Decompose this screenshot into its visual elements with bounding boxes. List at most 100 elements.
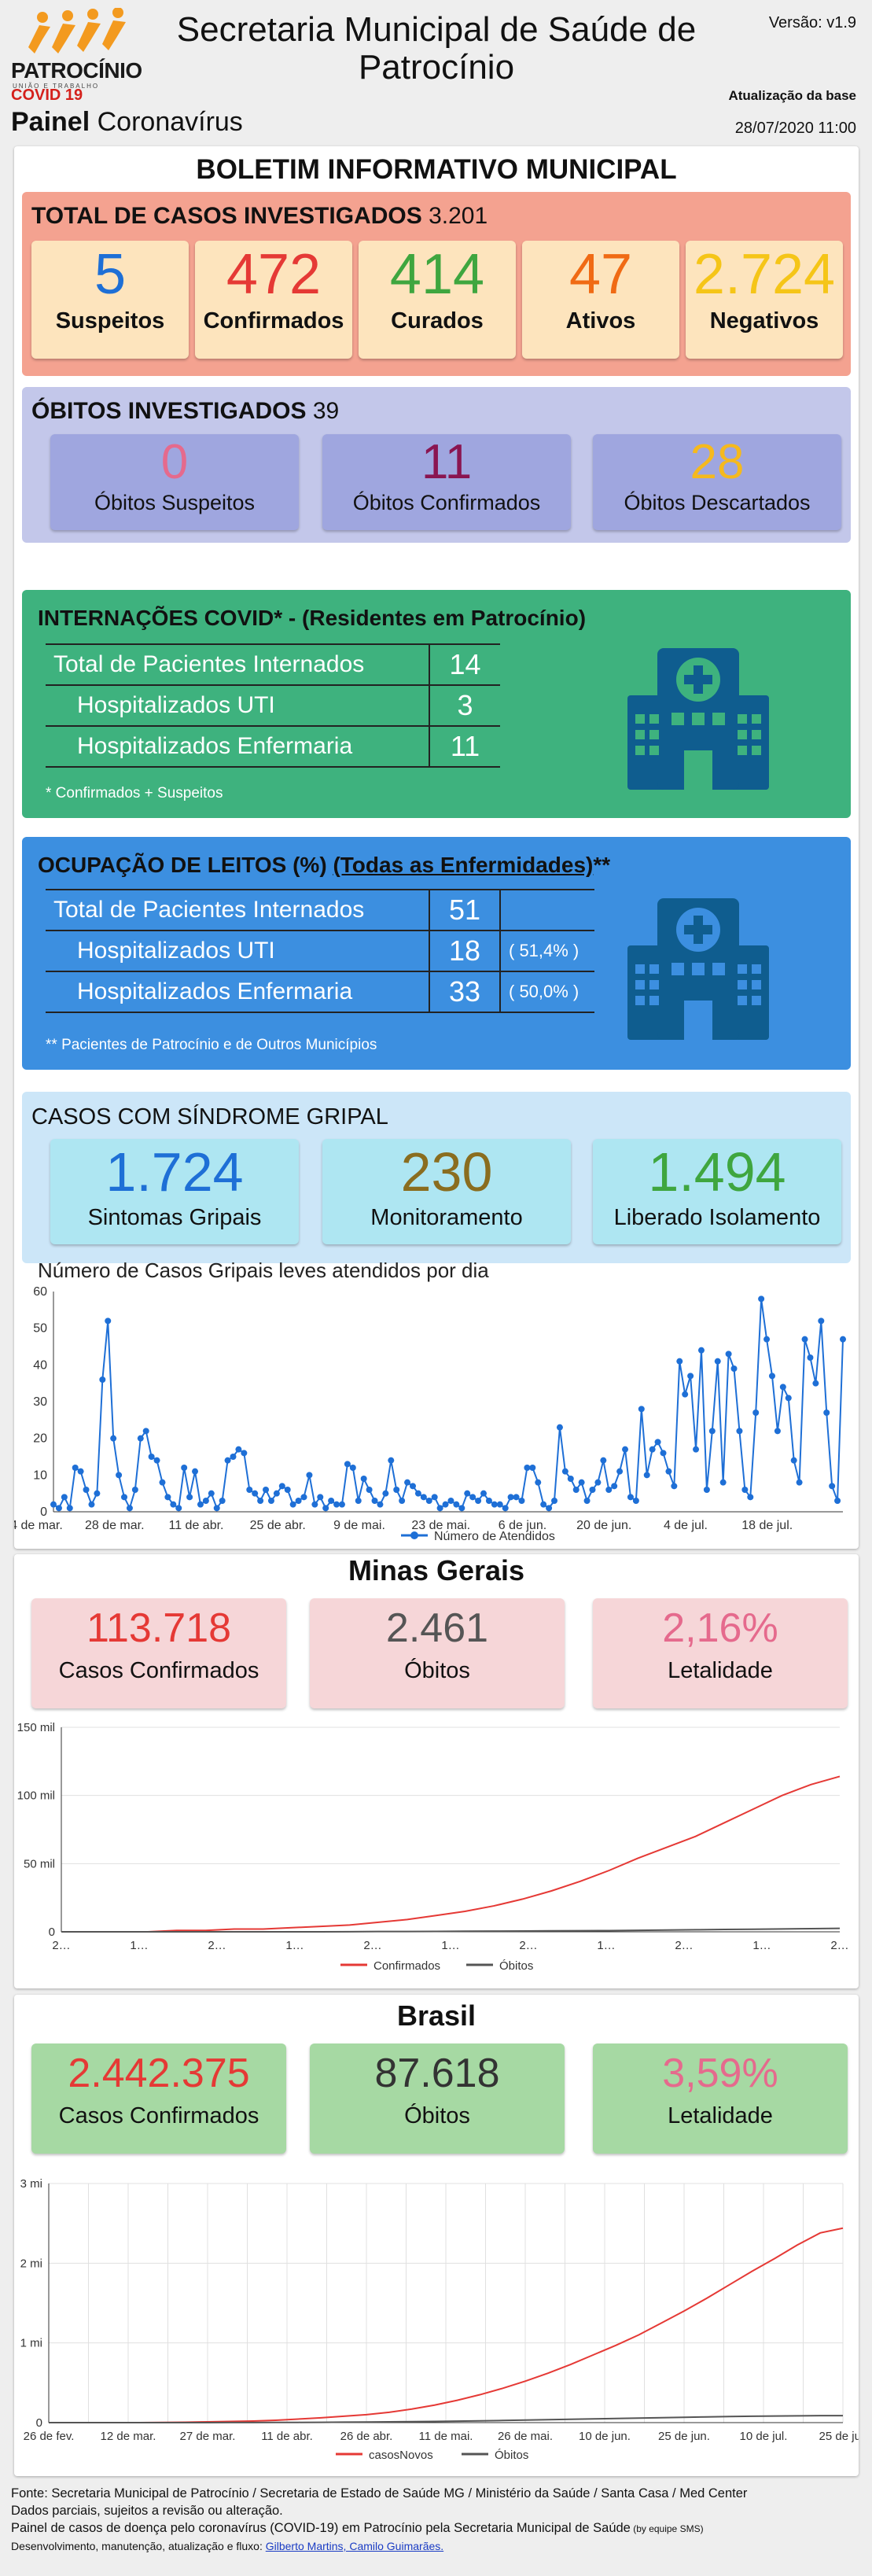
- data-point: [366, 1487, 373, 1493]
- data-point: [676, 1358, 683, 1365]
- brasil-card: Brasil 2.442.375 Casos Confirmados 87.618…: [14, 1995, 859, 2476]
- brasil-chart: 0 1 mi 2 mi 3 mi 26 de fev. 12 de mar. 27 de m…: [20, 2177, 859, 2462]
- data-point: [524, 1465, 531, 1471]
- painel-bold: Painel: [11, 107, 90, 137]
- footer-source: Fonte: Secretaria Municipal de Patrocíni…: [11, 2486, 748, 2500]
- footer-credits-label: Desenvolvimento, manutenção, atualização…: [11, 2540, 266, 2552]
- data-point: [453, 1501, 460, 1508]
- casos-value: 414: [389, 243, 485, 306]
- data-point: [105, 1317, 112, 1325]
- data-point: [142, 1428, 149, 1435]
- x-tick-label: 6 de jun.: [499, 1519, 546, 1532]
- brasil-box-letalidade: 3,59% Letalidade: [593, 2043, 848, 2154]
- obitos-label: Óbitos Suspeitos: [94, 491, 256, 514]
- data-point: [600, 1457, 607, 1464]
- data-point: [665, 1468, 672, 1475]
- minas-card: Minas Gerais 113.718 Casos Confirmados 2.…: [14, 1554, 859, 1988]
- data-point: [763, 1336, 771, 1343]
- data-point: [747, 1494, 754, 1501]
- y-tick-label: 10: [33, 1469, 47, 1482]
- data-point: [50, 1501, 57, 1508]
- data-point: [518, 1498, 525, 1504]
- internacoes-panel: INTERNAÇÕES COVID* - (Residentes em Patr…: [22, 590, 851, 818]
- data-point: [796, 1479, 803, 1486]
- y-tick-label: 1 mi: [20, 2337, 42, 2350]
- data-point: [311, 1501, 318, 1508]
- casos-label: TOTAL DE CASOS INVESTIGADOS: [31, 203, 422, 229]
- data-point: [654, 1439, 661, 1446]
- obitos-total: 39: [312, 398, 340, 424]
- data-point: [295, 1498, 302, 1504]
- x-tick-label: 11 de abr.: [169, 1519, 224, 1532]
- data-point: [257, 1498, 264, 1504]
- data-point: [823, 1410, 830, 1416]
- data-point: [779, 1384, 786, 1391]
- brasil-value: 2.442.375: [68, 2051, 250, 2096]
- data-point: [431, 1494, 438, 1501]
- series-line: [61, 1927, 841, 1933]
- logo-name: PATROCÍNIO: [11, 58, 142, 83]
- data-point: [485, 1498, 492, 1504]
- boletim-title: BOLETIM INFORMATIVO MUNICIPAL: [196, 154, 677, 185]
- data-point: [230, 1454, 237, 1460]
- x-tick-label: 2…: [52, 1939, 70, 1952]
- sindrome-box-liberado: 1.494 Liberado Isolamento: [593, 1139, 841, 1244]
- y-tick-label: 30: [33, 1395, 47, 1409]
- data-point: [83, 1487, 90, 1493]
- sindrome-box-sintomas: 1.724 Sintomas Gripais: [50, 1139, 299, 1244]
- data-point: [170, 1501, 177, 1508]
- data-point: [213, 1505, 220, 1512]
- data-point: [338, 1501, 345, 1508]
- x-tick-label: 11 de abr.: [261, 2430, 313, 2443]
- data-point: [202, 1498, 209, 1504]
- data-point: [469, 1494, 476, 1501]
- row-value: 11: [429, 725, 500, 768]
- data-point: [551, 1498, 558, 1504]
- legend-label: Número de Atendidos: [434, 1530, 555, 1543]
- table-row: Total de Pacientes Internados 51: [46, 889, 594, 931]
- minas-box-letalidade: 2,16% Letalidade: [593, 1598, 848, 1708]
- data-point: [507, 1494, 514, 1501]
- obitos-label: Óbitos Descartados: [624, 491, 811, 514]
- data-point: [464, 1490, 471, 1497]
- x-tick-label: 2…: [675, 1939, 693, 1952]
- casos-title: TOTAL DE CASOS INVESTIGADOS 3.201: [31, 203, 488, 230]
- data-point: [687, 1373, 694, 1380]
- casos-panel: TOTAL DE CASOS INVESTIGADOS 3.201 5 Suspe…: [22, 192, 851, 376]
- data-point: [99, 1376, 106, 1383]
- data-point: [377, 1501, 384, 1508]
- data-point: [480, 1490, 488, 1497]
- data-point: [812, 1380, 819, 1387]
- casos-value: 472: [226, 243, 322, 306]
- data-point: [578, 1479, 585, 1486]
- data-point: [186, 1494, 193, 1501]
- data-point: [246, 1487, 253, 1493]
- casos-box-ativos: 47 Ativos: [522, 241, 679, 359]
- data-point: [594, 1479, 602, 1486]
- data-point: [61, 1494, 68, 1501]
- casos-value: 5: [94, 243, 127, 306]
- data-point: [197, 1501, 204, 1508]
- ocupacao-note: ** Pacientes de Patrocínio e de Outros M…: [46, 1037, 377, 1053]
- obitos-box-confirmados: 11 Óbitos Confirmados: [322, 434, 571, 530]
- footer-credits-link[interactable]: Gilberto Martins, Camilo Guimarães.: [265, 2540, 444, 2552]
- hospital-icon: [627, 648, 769, 790]
- data-point: [289, 1501, 296, 1508]
- data-point: [349, 1465, 356, 1471]
- update-label: Atualização da base: [728, 88, 856, 103]
- ocupacao-title-main: OCUPAÇÃO DE LEITOS (%): [38, 853, 327, 877]
- x-tick-label: 2…: [830, 1939, 848, 1952]
- casos-box-curados: 414 Curados: [359, 241, 516, 359]
- data-point: [72, 1465, 79, 1471]
- obitos-value: 11: [421, 435, 473, 489]
- data-point: [660, 1450, 667, 1457]
- brasil-value: 87.618: [374, 2051, 500, 2096]
- y-tick-label: 50: [33, 1322, 47, 1336]
- data-point: [572, 1487, 579, 1493]
- x-tick-label: 1…: [441, 1939, 459, 1952]
- data-point: [420, 1494, 427, 1501]
- legend-label: Óbitos: [495, 2449, 528, 2462]
- data-point: [148, 1454, 155, 1460]
- casos-box-confirmados: 472 Confirmados: [195, 241, 352, 359]
- y-tick-label: 0: [49, 1926, 55, 1939]
